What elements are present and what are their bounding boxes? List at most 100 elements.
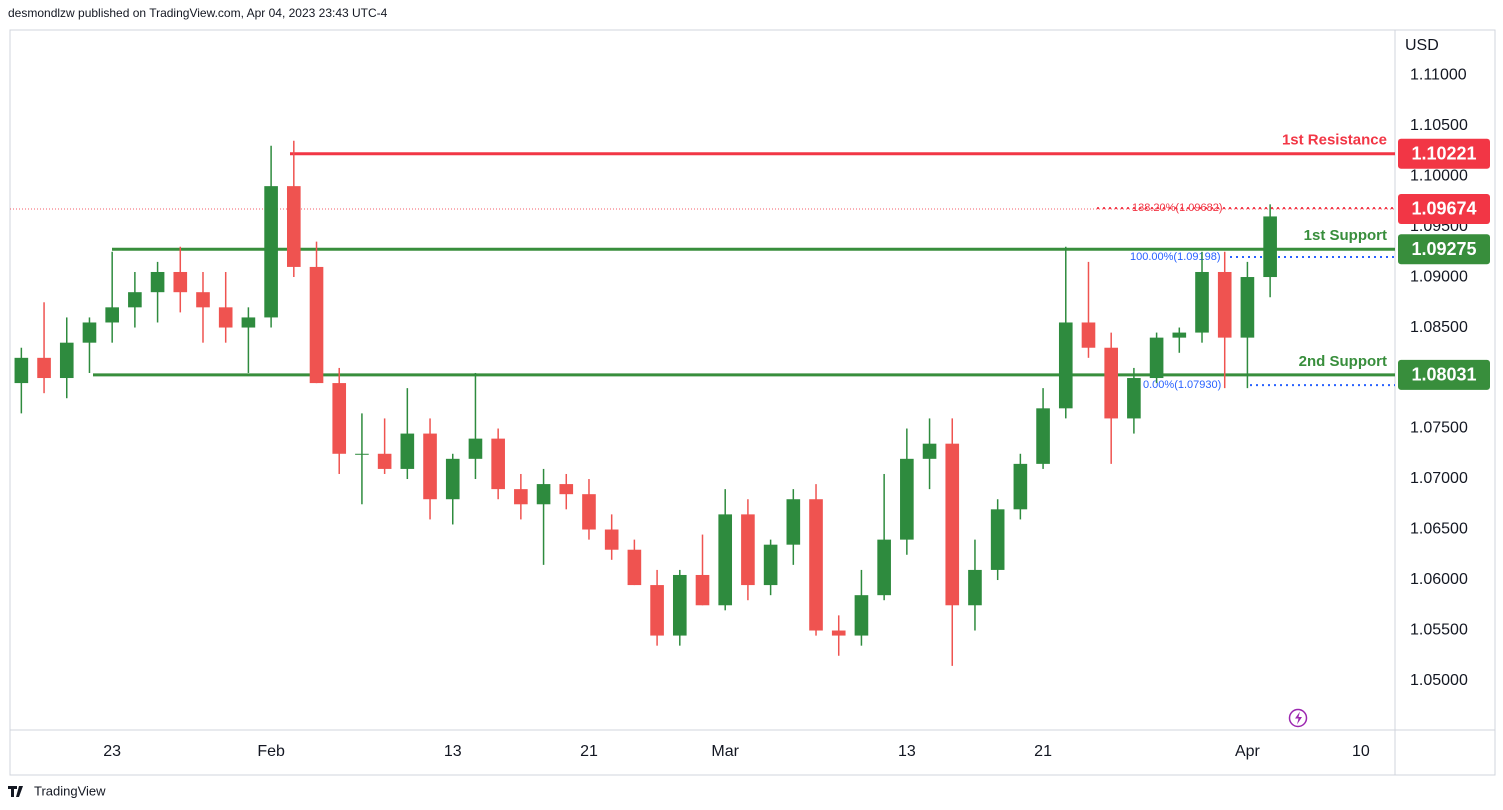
- candle-body: [582, 494, 596, 530]
- x-tick-label: 13: [898, 743, 916, 760]
- candle-body: [377, 453, 392, 469]
- candle-body: [945, 443, 960, 606]
- logo-icon: [8, 786, 23, 797]
- candle-body: [1036, 408, 1050, 464]
- last-price-badge: [1398, 193, 1490, 224]
- x-tick-label: 21: [580, 743, 598, 760]
- candle-body: [1104, 347, 1118, 419]
- candle-body: [264, 186, 278, 318]
- candle-body: [786, 499, 801, 545]
- candle-body: [1013, 463, 1028, 510]
- level-name: 2nd Support: [1299, 353, 1387, 370]
- icon-circle[interactable]: [1288, 708, 1308, 728]
- candle-body: [831, 630, 846, 636]
- candle-body: [1195, 271, 1209, 333]
- icon-bolt[interactable]: [1295, 711, 1302, 725]
- level-badge-text: 1.10221: [1411, 143, 1476, 163]
- candle-body: [309, 266, 324, 384]
- candle-body: [173, 271, 188, 293]
- level-name: 1st Support: [1304, 227, 1387, 244]
- level-badge: [1398, 138, 1490, 169]
- x-tick-label: Apr: [1235, 743, 1261, 760]
- y-tick-label: 1.05500: [1410, 622, 1468, 639]
- candle-body: [1240, 277, 1255, 338]
- candle-body: [922, 443, 937, 459]
- candle-body: [196, 292, 210, 308]
- candle-body: [400, 433, 415, 469]
- candle-body: [1217, 271, 1232, 338]
- candle-body: [559, 484, 574, 495]
- candle-body: [763, 544, 778, 586]
- candle-body: [241, 317, 256, 328]
- level-badge-text: 1.09275: [1411, 239, 1476, 259]
- candle-body: [604, 529, 619, 550]
- y-tick-label: 1.06500: [1410, 521, 1468, 538]
- footer-brand: TradingView: [34, 783, 106, 798]
- candle-body: [37, 357, 51, 379]
- x-tick-label: 21: [1034, 743, 1052, 760]
- chart-frame: [9, 29, 1496, 776]
- candle-body: [990, 509, 1005, 570]
- candle-body: [514, 489, 528, 505]
- replay-icon[interactable]: [1288, 708, 1308, 728]
- candle-body: [1127, 378, 1141, 419]
- candle-body: [1263, 216, 1277, 278]
- x-tick-label: Feb: [257, 743, 285, 760]
- candle-body: [900, 458, 914, 540]
- candle-body: [536, 484, 551, 505]
- level-badge: [1398, 359, 1490, 390]
- candle-body: [491, 438, 505, 490]
- y-tick-label: 1.08500: [1410, 319, 1468, 336]
- y-tick-label: 1.05000: [1410, 672, 1468, 689]
- candle-body: [355, 453, 369, 455]
- candle-body: [968, 569, 982, 606]
- x-tick-label: Mar: [711, 743, 739, 760]
- fib-label: 100.00%(1.09198): [1130, 251, 1221, 263]
- y-tick-label: 1.11000: [1410, 66, 1467, 83]
- candle-body: [14, 357, 29, 384]
- candle-body: [718, 514, 733, 606]
- candle-body: [1172, 332, 1187, 338]
- candle-body: [423, 433, 437, 500]
- candle-body: [218, 307, 233, 328]
- level-badge: [1398, 234, 1490, 265]
- y-tick-label: 1.09000: [1410, 268, 1468, 285]
- candle-body: [59, 342, 74, 379]
- last-price-badge-text: 1.09674: [1411, 199, 1476, 219]
- candle-body: [468, 438, 483, 459]
- fib-label: 138.20%(1.09682): [1132, 202, 1223, 214]
- candle-body: [1149, 337, 1164, 379]
- y-tick-label: 1.06000: [1410, 571, 1468, 588]
- y-tick-label: 1.07500: [1410, 420, 1468, 437]
- candle-body: [854, 595, 869, 636]
- candle-body: [287, 186, 301, 267]
- candle-body: [128, 292, 142, 308]
- candle-body: [150, 271, 165, 293]
- y-tick-label: 1.07000: [1410, 470, 1468, 487]
- tradingview-logo: TradingView: [8, 783, 106, 798]
- candle-body: [445, 458, 460, 500]
- candle-body: [105, 307, 119, 323]
- candle-body: [1081, 322, 1096, 348]
- candle-body: [627, 549, 642, 586]
- candle-body: [809, 499, 823, 631]
- x-tick-label: 23: [103, 743, 121, 760]
- x-tick-label: 10: [1352, 743, 1370, 760]
- candle-body: [1058, 322, 1073, 409]
- candle-body: [877, 539, 891, 596]
- candle-body: [741, 514, 755, 586]
- fib-label: 0.00%(1.07930): [1143, 379, 1221, 391]
- candle-body: [695, 574, 710, 606]
- x-tick-label: 13: [444, 743, 462, 760]
- candle-body: [672, 574, 687, 636]
- y-tick-label: 1.10000: [1410, 167, 1468, 184]
- publisher-line: desmondlzw published on TradingView.com,…: [8, 6, 388, 20]
- candle-body: [332, 383, 347, 454]
- y-tick-label: 1.10500: [1410, 117, 1468, 134]
- level-name: 1st Resistance: [1282, 132, 1387, 149]
- candle-body: [82, 322, 97, 343]
- currency-label: USD: [1405, 37, 1439, 54]
- candle-body: [650, 585, 664, 636]
